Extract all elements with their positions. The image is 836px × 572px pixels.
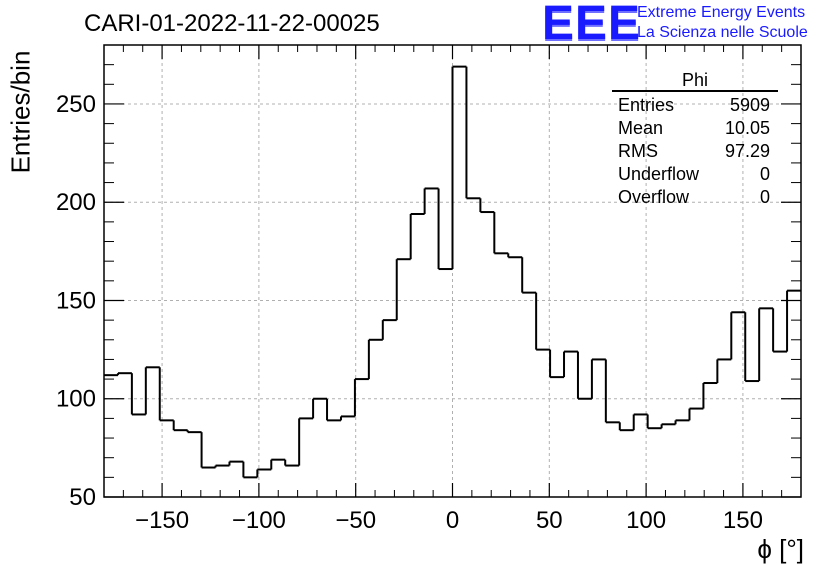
chart-title: CARI-01-2022-11-22-00025 — [84, 10, 380, 37]
stats-row-entries: Entries 5909 — [612, 94, 778, 117]
stats-value: 0 — [759, 164, 770, 184]
stats-value: 10.05 — [724, 118, 770, 138]
x-tick-label: −50 — [335, 507, 376, 534]
x-tick-label: 50 — [536, 507, 563, 534]
y-tick-label: 150 — [56, 287, 96, 314]
stats-row-rms: RMS 97.29 — [612, 140, 778, 163]
logo-caption-line2: La Scienza nelle Scuole — [637, 24, 808, 41]
stats-label: Mean — [618, 118, 664, 138]
x-tick-label: 150 — [723, 507, 763, 534]
stats-value: 0 — [759, 187, 770, 207]
stats-value: 97.29 — [724, 141, 770, 161]
histogram-bars — [104, 65, 801, 479]
x-tick-label: −100 — [232, 507, 286, 534]
y-tick-label: 100 — [56, 386, 96, 413]
stats-row-overflow: Overflow 0 — [612, 186, 778, 209]
stats-title: Phi — [681, 70, 708, 90]
x-tick-label: −150 — [135, 507, 189, 534]
axes — [103, 44, 802, 498]
stats-label: Underflow — [618, 164, 700, 184]
logo-caption-line1: Extreme Energy Events — [637, 4, 806, 21]
x-tick-label: 0 — [446, 507, 459, 534]
y-tick-label: 50 — [69, 484, 96, 511]
tick-labels: −150 −100 −50 0 50 100 150 50 100 150 200 250 — [56, 91, 763, 534]
stats-row-underflow: Underflow 0 — [612, 163, 778, 186]
stats-divider — [612, 90, 778, 92]
eee-logo: EEE — [542, 0, 642, 50]
stats-label: Overflow — [618, 187, 690, 207]
y-tick-label: 250 — [56, 91, 96, 118]
stats-label: RMS — [618, 141, 658, 161]
stats-box: Phi Entries 5909 Mean 10.05 RMS 97.29 Un… — [612, 70, 778, 209]
stats-row-mean: Mean 10.05 — [612, 117, 778, 140]
y-tick-label: 200 — [56, 189, 96, 216]
x-axis-label: ϕ [°] — [757, 534, 804, 564]
x-tick-label: 100 — [626, 507, 666, 534]
stats-label: Entries — [618, 95, 675, 115]
stats-value: 5909 — [729, 95, 770, 115]
